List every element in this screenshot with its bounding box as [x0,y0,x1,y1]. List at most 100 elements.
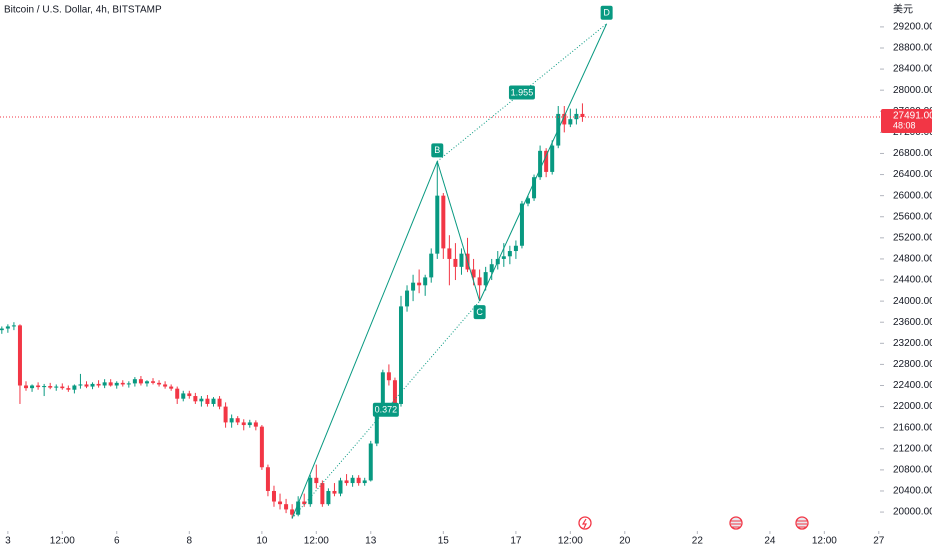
y-tick-label: 20800.00 [893,465,932,476]
x-tick-label: 17 [510,536,522,547]
price-tag [881,109,932,134]
y-tick-label: 23600.00 [893,317,932,328]
y-tick-label: 22800.00 [893,359,932,370]
y-tick-label: 20400.00 [893,486,932,497]
candle-body [60,386,65,389]
candle-body [417,282,422,286]
candle-body [489,264,494,273]
candle-body [314,477,319,484]
y-tick-label: 26800.00 [893,148,932,159]
candle-body [259,426,264,468]
candle-body [42,386,47,388]
candle-body [350,477,355,484]
candle-body [205,398,210,404]
candle-body [271,490,276,502]
y-tick-label: 28400.00 [893,64,932,75]
candle-body [538,150,543,178]
y-tick-label: 22000.00 [893,401,932,412]
candle-body [108,382,113,386]
candle-body [459,253,464,267]
candle-body [356,477,361,484]
candle-body [90,383,95,387]
candle-body [308,477,313,505]
x-tick-label: 13 [365,536,377,547]
candle-body [544,150,549,172]
candle-body [302,501,307,505]
y-tick-label: 26000.00 [893,190,932,201]
candle-body [507,251,512,257]
candle-body [580,113,585,118]
y-tick-label: 29200.00 [893,22,932,33]
point-label: C [476,307,483,317]
candle-body [199,398,204,402]
y-tick-label: 28000.00 [893,85,932,96]
candle-body [151,381,156,383]
candle-body [120,382,125,385]
candle-body [72,385,77,390]
candle-body [102,382,107,386]
x-tick-label: 10 [256,536,268,547]
candle-body [30,385,35,389]
candle-body [386,372,391,381]
candle-body [429,253,434,278]
flag-icon[interactable] [795,516,809,530]
candle-body [290,509,295,515]
y-tick-label: 26400.00 [893,169,932,180]
flag-stripes [731,520,741,528]
pattern-ratio-line [436,23,607,162]
x-tick-label: 6 [114,536,120,547]
candle-body [380,372,385,412]
pattern-leg [436,161,481,302]
currency-label: 美元 [893,3,913,16]
ratio-badge [372,402,399,417]
y-tick-label: 24400.00 [893,275,932,286]
candle-body [187,393,192,397]
x-tick-label: 12:00 [812,536,837,547]
candle-body [54,386,59,388]
candle-body [0,328,4,331]
candle-body [332,490,337,494]
x-tick-label: 24 [764,536,776,547]
candle-body [235,418,240,423]
y-tick-label: 22400.00 [893,380,932,391]
y-tick-label: 20000.00 [893,507,932,518]
candle-body [126,383,131,385]
candle-body [247,422,252,426]
chart-title: Bitcoin / U.S. Dollar, 4h, BITSTAMP [4,5,162,16]
candle-body [392,380,397,404]
candle-body [138,379,143,384]
candle-body [223,406,228,423]
x-tick-label: 3 [5,536,11,547]
y-tick-label: 28800.00 [893,43,932,54]
candle-body [229,418,234,423]
y-tick-label: 25600.00 [893,211,932,222]
candle-body [278,501,283,505]
candle-body [435,195,440,254]
candle-body [169,386,174,389]
candle-body [483,272,488,286]
candle-body [411,282,416,291]
candle-body [296,501,301,515]
candle-body [96,383,101,386]
flag-stripes [797,520,807,528]
y-tick-label: 24000.00 [893,296,932,307]
ratio-label: 0.372 [375,405,398,415]
candle-body [193,396,198,402]
event-icon[interactable] [578,516,592,530]
candle-body [241,422,246,426]
candle-body [48,386,53,388]
y-tick-label: 23200.00 [893,338,932,349]
candle-body [320,483,325,505]
y-tick-label: 21600.00 [893,422,932,433]
bottom-icons [578,516,809,530]
x-tick-label: 22 [692,536,704,547]
candle-body [284,504,289,510]
y-tick-label: 25200.00 [893,232,932,243]
flag-icon[interactable] [729,516,743,530]
pattern-leg [291,161,438,519]
candle-body [550,145,555,172]
candle-body [5,326,10,329]
candle-body [398,306,403,404]
